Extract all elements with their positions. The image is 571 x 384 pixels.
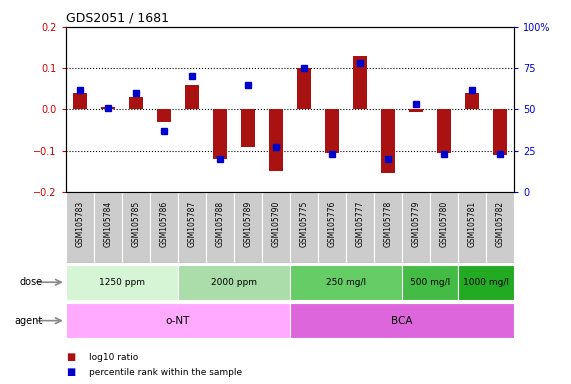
Bar	[458, 192, 486, 263]
Bar	[297, 68, 311, 109]
Bar	[325, 109, 339, 153]
Text: GSM105775: GSM105775	[299, 201, 308, 247]
Text: GSM105781: GSM105781	[468, 201, 476, 247]
Text: GSM105784: GSM105784	[103, 201, 112, 247]
Bar	[346, 192, 374, 263]
Bar	[66, 265, 178, 300]
Bar	[402, 192, 430, 263]
Bar	[381, 109, 395, 174]
Text: percentile rank within the sample: percentile rank within the sample	[89, 368, 242, 377]
Bar	[374, 192, 402, 263]
Bar	[234, 192, 262, 263]
Text: GSM105779: GSM105779	[411, 201, 420, 247]
Bar	[66, 303, 289, 338]
Bar	[100, 108, 115, 109]
Text: GDS2051 / 1681: GDS2051 / 1681	[66, 11, 168, 24]
Bar	[402, 265, 458, 300]
Text: GSM105787: GSM105787	[187, 201, 196, 247]
Text: 1000 mg/l: 1000 mg/l	[463, 278, 509, 287]
Bar	[493, 109, 507, 155]
Bar	[241, 109, 255, 147]
Text: GSM105790: GSM105790	[271, 201, 280, 247]
Text: GSM105788: GSM105788	[215, 201, 224, 247]
Text: 250 mg/l: 250 mg/l	[325, 278, 366, 287]
Bar	[290, 303, 514, 338]
Bar	[262, 192, 289, 263]
Text: GSM105786: GSM105786	[159, 201, 168, 247]
Text: GSM105789: GSM105789	[243, 201, 252, 247]
Bar	[486, 192, 514, 263]
Text: GSM105778: GSM105778	[383, 201, 392, 247]
Bar	[437, 109, 451, 153]
Bar	[206, 192, 234, 263]
Text: o-NT: o-NT	[166, 316, 190, 326]
Bar	[66, 192, 94, 263]
Text: BCA: BCA	[391, 316, 413, 326]
Bar	[73, 93, 87, 109]
Bar	[185, 85, 199, 109]
Bar	[318, 192, 346, 263]
Text: GSM105783: GSM105783	[75, 201, 84, 247]
Bar	[290, 192, 318, 263]
Text: GSM105777: GSM105777	[355, 201, 364, 247]
Bar	[94, 192, 122, 263]
Bar	[156, 109, 171, 122]
Bar	[409, 109, 423, 111]
Text: dose: dose	[20, 277, 43, 287]
Bar	[430, 192, 458, 263]
Bar	[269, 109, 283, 171]
Bar	[290, 265, 402, 300]
Text: ■: ■	[66, 352, 75, 362]
Text: log10 ratio: log10 ratio	[89, 353, 138, 362]
Bar	[122, 192, 150, 263]
Bar	[178, 192, 206, 263]
Text: 2000 ppm: 2000 ppm	[211, 278, 257, 287]
Text: agent: agent	[14, 316, 42, 326]
Text: GSM105782: GSM105782	[496, 201, 504, 247]
Text: ■: ■	[66, 367, 75, 377]
Bar	[178, 265, 289, 300]
Text: GSM105776: GSM105776	[327, 201, 336, 247]
Text: 1250 ppm: 1250 ppm	[99, 278, 144, 287]
Bar	[128, 97, 143, 109]
Bar	[353, 56, 367, 109]
Text: 500 mg/l: 500 mg/l	[410, 278, 450, 287]
Bar	[458, 265, 514, 300]
Text: GSM105780: GSM105780	[439, 201, 448, 247]
Bar	[150, 192, 178, 263]
Bar	[465, 93, 479, 109]
Text: GSM105785: GSM105785	[131, 201, 140, 247]
Bar	[213, 109, 227, 159]
